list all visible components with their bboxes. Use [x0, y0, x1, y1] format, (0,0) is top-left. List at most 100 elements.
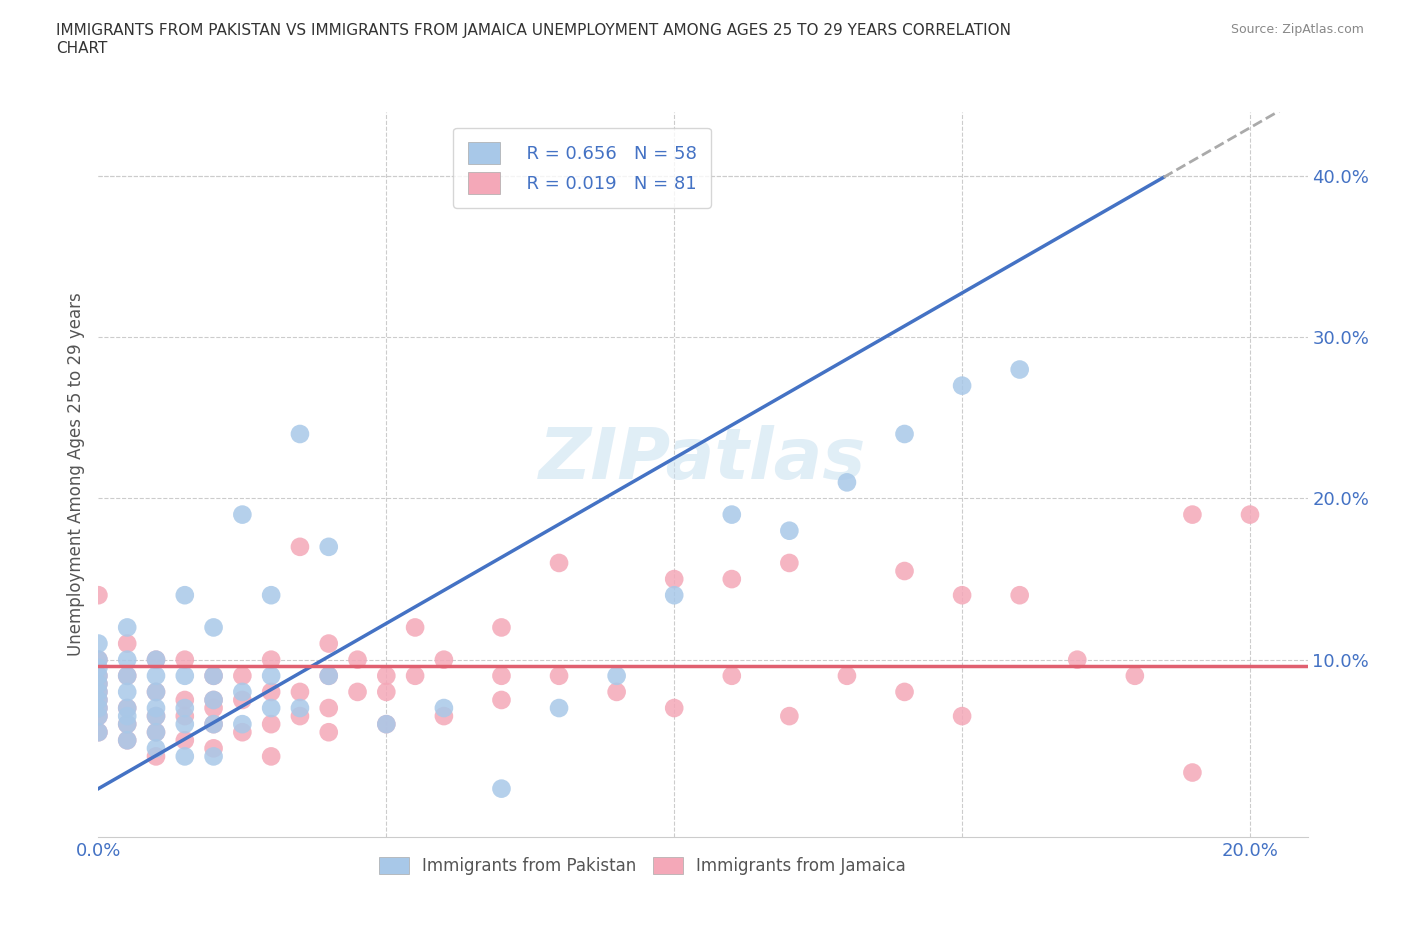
Point: [720, 669, 742, 684]
Point: [231, 507, 253, 522]
Point: [173, 717, 195, 732]
Point: [173, 749, 195, 764]
Point: [491, 693, 513, 708]
Point: [318, 636, 340, 651]
Point: [87, 669, 110, 684]
Point: [1123, 669, 1146, 684]
Point: [260, 684, 283, 699]
Point: [346, 652, 368, 667]
Point: [115, 636, 138, 651]
Point: [720, 572, 742, 587]
Point: [87, 709, 110, 724]
Legend: Immigrants from Pakistan, Immigrants from Jamaica: Immigrants from Pakistan, Immigrants fro…: [371, 848, 914, 884]
Point: [115, 700, 138, 715]
Point: [260, 717, 283, 732]
Point: [778, 709, 800, 724]
Point: [606, 669, 628, 684]
Text: Source: ZipAtlas.com: Source: ZipAtlas.com: [1230, 23, 1364, 36]
Point: [87, 684, 110, 699]
Point: [433, 709, 456, 724]
Point: [950, 379, 973, 393]
Point: [145, 684, 167, 699]
Point: [231, 684, 253, 699]
Point: [115, 733, 138, 748]
Point: [404, 669, 426, 684]
Point: [115, 717, 138, 732]
Point: [87, 652, 110, 667]
Point: [87, 700, 110, 715]
Point: [145, 652, 167, 667]
Y-axis label: Unemployment Among Ages 25 to 29 years: Unemployment Among Ages 25 to 29 years: [66, 292, 84, 657]
Point: [202, 693, 225, 708]
Point: [115, 717, 138, 732]
Text: ZIPatlas: ZIPatlas: [540, 425, 866, 494]
Point: [548, 669, 571, 684]
Point: [893, 427, 915, 442]
Point: [318, 724, 340, 739]
Point: [145, 741, 167, 756]
Point: [87, 636, 110, 651]
Point: [375, 669, 398, 684]
Point: [87, 700, 110, 715]
Point: [664, 572, 686, 587]
Point: [87, 709, 110, 724]
Point: [231, 717, 253, 732]
Point: [115, 669, 138, 684]
Point: [288, 427, 311, 442]
Point: [1239, 507, 1261, 522]
Point: [288, 539, 311, 554]
Point: [375, 717, 398, 732]
Point: [145, 749, 167, 764]
Point: [87, 676, 110, 691]
Point: [835, 475, 858, 490]
Point: [260, 588, 283, 603]
Point: [778, 524, 800, 538]
Point: [318, 700, 340, 715]
Point: [491, 781, 513, 796]
Point: [115, 620, 138, 635]
Point: [87, 724, 110, 739]
Point: [87, 724, 110, 739]
Point: [375, 717, 398, 732]
Point: [835, 669, 858, 684]
Point: [115, 652, 138, 667]
Point: [173, 709, 195, 724]
Point: [87, 684, 110, 699]
Point: [433, 700, 456, 715]
Point: [87, 693, 110, 708]
Point: [173, 588, 195, 603]
Point: [145, 652, 167, 667]
Point: [288, 709, 311, 724]
Point: [893, 684, 915, 699]
Point: [145, 669, 167, 684]
Point: [1181, 765, 1204, 780]
Point: [318, 669, 340, 684]
Point: [202, 620, 225, 635]
Point: [202, 669, 225, 684]
Point: [950, 588, 973, 603]
Point: [202, 717, 225, 732]
Point: [231, 693, 253, 708]
Point: [145, 709, 167, 724]
Point: [548, 555, 571, 570]
Point: [173, 652, 195, 667]
Point: [87, 676, 110, 691]
Point: [145, 724, 167, 739]
Text: IMMIGRANTS FROM PAKISTAN VS IMMIGRANTS FROM JAMAICA UNEMPLOYMENT AMONG AGES 25 T: IMMIGRANTS FROM PAKISTAN VS IMMIGRANTS F…: [56, 23, 1011, 56]
Point: [202, 700, 225, 715]
Point: [606, 684, 628, 699]
Point: [318, 539, 340, 554]
Point: [87, 660, 110, 675]
Point: [87, 669, 110, 684]
Point: [145, 700, 167, 715]
Point: [202, 669, 225, 684]
Point: [375, 684, 398, 699]
Point: [231, 669, 253, 684]
Point: [404, 620, 426, 635]
Point: [260, 669, 283, 684]
Point: [115, 669, 138, 684]
Point: [87, 652, 110, 667]
Point: [950, 709, 973, 724]
Point: [260, 652, 283, 667]
Point: [145, 684, 167, 699]
